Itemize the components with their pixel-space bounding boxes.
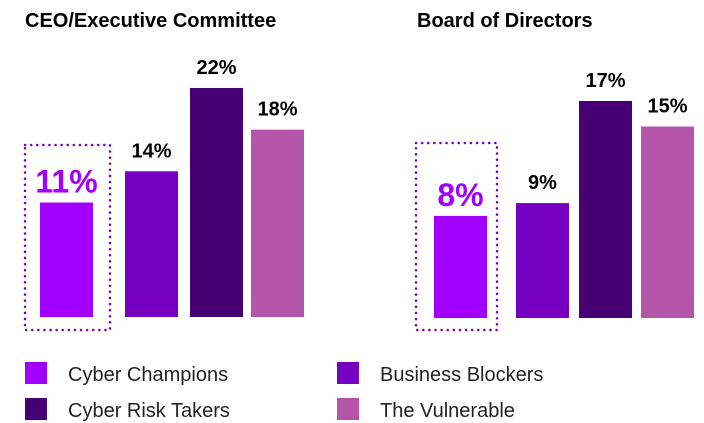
bar [125,171,178,317]
value-label: 11% [35,164,97,200]
legend-label: Cyber Risk Takers [68,400,230,422]
bar [40,202,93,317]
value-label: 15% [647,96,687,118]
bar [516,203,569,318]
value-label: 8% [437,177,483,213]
chart-title: Board of Directors [417,10,593,32]
value-label: 9% [528,172,557,194]
bar [251,129,304,317]
legend-label: The Vulnerable [380,400,515,422]
value-label: 18% [257,99,297,121]
legend-swatch [337,362,359,384]
value-label: 22% [196,57,236,79]
bar [579,101,632,318]
legend-swatch [25,398,47,420]
legend-label: Cyber Champions [68,364,228,386]
value-label: 17% [585,70,625,92]
legend-label: Business Blockers [380,364,543,386]
legend-swatch [25,362,47,384]
legend-swatch [337,398,359,420]
value-label: 14% [131,140,171,162]
bar [190,88,243,317]
highlight-box [23,143,112,332]
bar [434,215,487,318]
chart-title: CEO/Executive Committee [25,10,276,32]
bar [641,126,694,318]
